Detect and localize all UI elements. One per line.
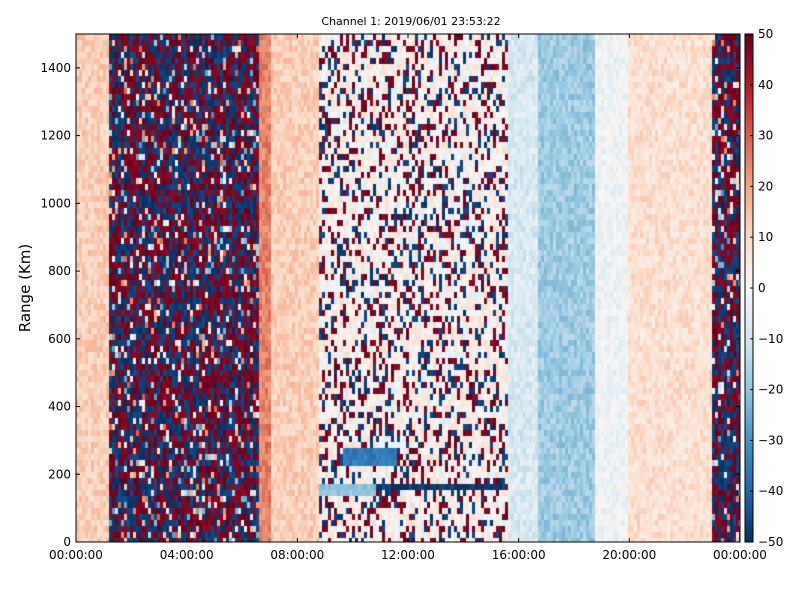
colorbar-tick-label: 40 [758,78,773,92]
x-tick-label: 00:00:00 [49,548,103,562]
colorbar-tick-label: 20 [758,179,773,193]
colorbar-tick-label: 0 [758,281,766,295]
axes: 00:00:00 04:00:00 08:00:00 12:00:00 16:00:00… [40,34,767,562]
y-tick-label: 1400 [40,61,71,75]
colorbar: 50 40 30 20 10 0 −10 −20 −30 −40 −50 [744,27,783,549]
heatmap [76,34,740,542]
x-tick-label: 12:00:00 [381,548,435,562]
colorbar-tick-label: 10 [758,230,773,244]
colorbar-tick-label: −30 [758,433,783,447]
x-tick-label: 00:00:00 [713,548,767,562]
y-tick-label: 600 [48,332,71,346]
colorbar-tick-label: −40 [758,484,783,498]
colorbar-tick-label: −10 [758,332,783,346]
colorbar-tick-label: 30 [758,129,773,143]
y-tick-label: 1000 [40,196,71,210]
x-tick-label: 16:00:00 [492,548,546,562]
y-tick-label: 0 [63,535,71,549]
colorbar-tick-label: −50 [758,535,783,549]
colorbar-tick-label: 50 [758,27,773,41]
heatmap-image [76,34,740,542]
colorbar-tick-label: −20 [758,383,783,397]
x-tick-label: 04:00:00 [160,548,214,562]
y-tick-label: 800 [48,264,71,278]
x-tick-label: 08:00:00 [270,548,324,562]
y-tick-label: 400 [48,400,71,414]
chart-title: Channel 1: 2019/06/01 23:53:22 [321,15,501,28]
x-tick-label: 20:00:00 [602,548,656,562]
y-tick-label: 1200 [40,129,71,143]
y-tick-label: 200 [48,467,71,481]
